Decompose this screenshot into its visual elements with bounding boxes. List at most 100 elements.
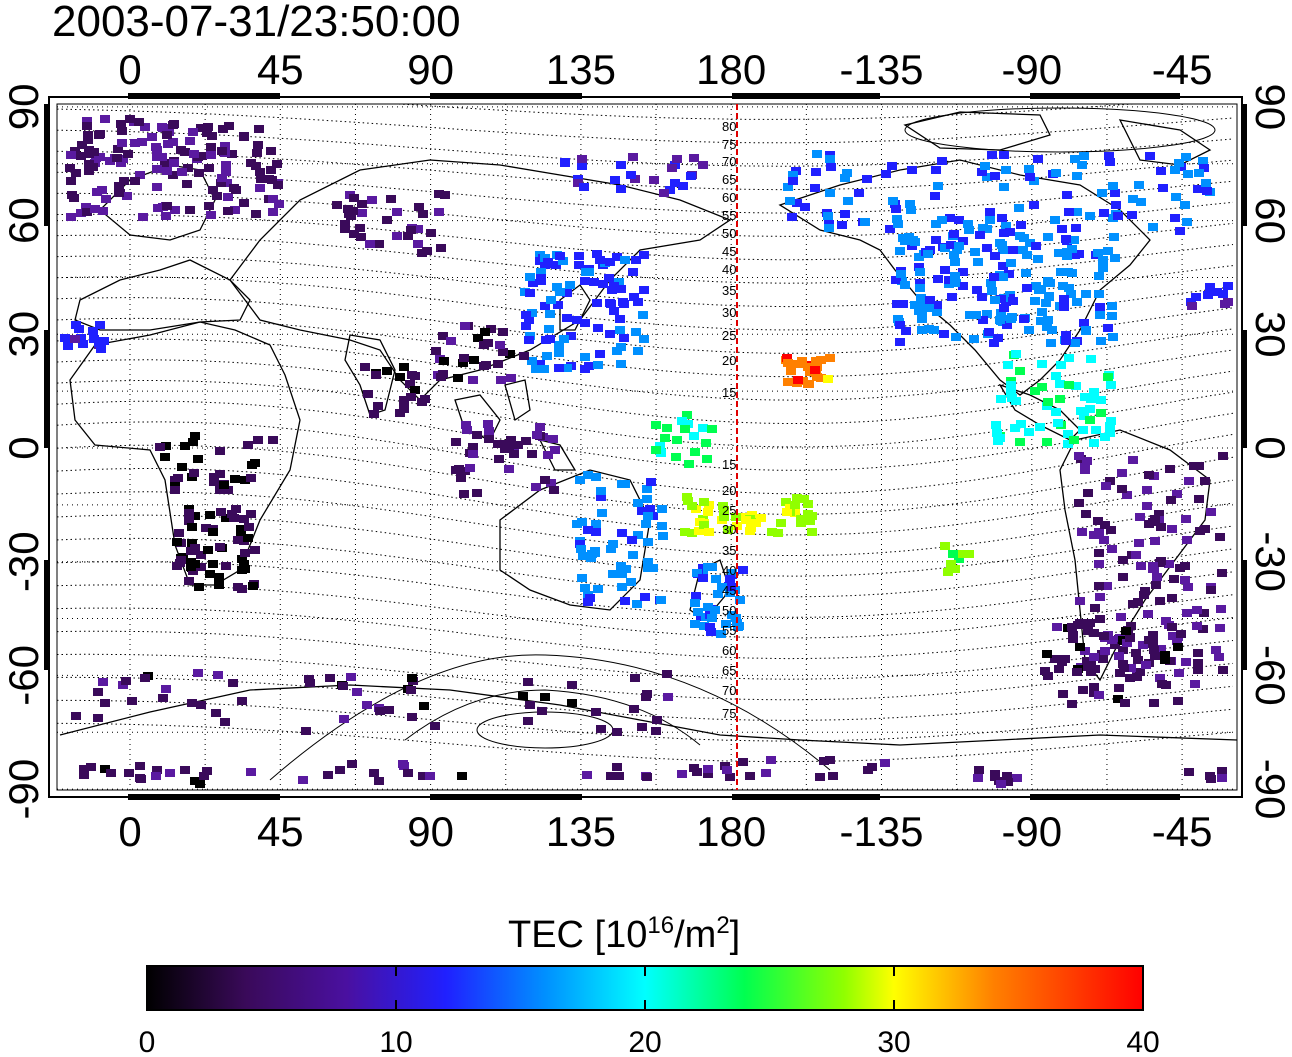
tec-pixel (186, 547, 196, 555)
tec-pixel (399, 363, 409, 371)
tec-pixel (567, 681, 577, 689)
tec-pixel (205, 511, 215, 519)
tec-pixel (1001, 222, 1011, 230)
left-latitude-labels: 90 60 30 0 -30 -60 -90 (0, 84, 47, 820)
tec-pixel (1172, 490, 1182, 498)
tec-pixel (632, 600, 642, 608)
tec-pixel (185, 206, 195, 214)
tec-pixel (958, 268, 968, 276)
tec-pixel (995, 434, 1005, 442)
tec-pixel (1142, 502, 1152, 510)
tec-pixel (352, 688, 362, 696)
tec-pixel (513, 441, 523, 449)
tec-pixel (469, 356, 479, 364)
tec-pixel (540, 302, 550, 310)
tec-pixel (1155, 559, 1165, 567)
tec-pixel (649, 176, 659, 184)
tec-pixel (1118, 660, 1128, 668)
tec-pixel (807, 528, 817, 536)
tec-pixel (915, 279, 925, 287)
tec-pixel (999, 183, 1009, 191)
tec-pixel (219, 481, 229, 489)
tec-pixel (1167, 594, 1177, 602)
tec-pixel (1047, 326, 1057, 334)
tec-pixel (1099, 632, 1109, 640)
tec-pixel (506, 436, 516, 444)
tec-pixel (1104, 152, 1114, 160)
tec-pixel (483, 420, 493, 428)
tec-pixel (1071, 382, 1081, 390)
tec-pixel (783, 378, 793, 386)
tec-pixel (494, 455, 504, 463)
tec-pixel (793, 376, 803, 384)
tec-pixel (112, 154, 122, 162)
contour-label: 45 (722, 244, 736, 259)
axis-tick-label: -45 (1152, 46, 1213, 93)
tec-pixel (524, 316, 534, 324)
tec-pixel (92, 188, 102, 196)
tec-pixel (1122, 639, 1132, 647)
tec-pixel (999, 229, 1009, 237)
tec-pixel (628, 153, 638, 161)
tec-pixel (160, 453, 170, 461)
tec-pixel (985, 208, 995, 216)
tec-pixel (1024, 326, 1034, 334)
tec-pixel (1043, 398, 1053, 406)
tec-pixel (1200, 477, 1210, 485)
tec-pixel (360, 363, 370, 371)
tec-pixel (731, 513, 741, 521)
tec-pixel (180, 442, 190, 450)
tec-pixel (1006, 389, 1016, 397)
tec-pixel (1131, 649, 1141, 657)
tec-pixel (1128, 600, 1138, 608)
tec-pixel (176, 556, 186, 564)
tec-pixel (373, 402, 383, 410)
tec-pixel (707, 425, 717, 433)
tec-pixel (977, 168, 987, 176)
tec-pixel (209, 478, 219, 486)
tec-pixel (732, 522, 742, 530)
tec-pixel (1110, 254, 1120, 262)
contour-label: 25 (722, 328, 736, 343)
tec-pixel (495, 341, 505, 349)
tec-pixel (1079, 319, 1089, 327)
tec-pixel (177, 168, 187, 176)
tec-pixel (639, 251, 649, 259)
tec-pixel (616, 185, 626, 193)
tec-pixel (819, 757, 829, 765)
tec-pixel (1118, 646, 1128, 654)
tec-pixel (705, 623, 715, 631)
tec-pixel (1169, 575, 1179, 583)
frame-ticks (44, 93, 1247, 800)
tec-pixel (1174, 669, 1184, 677)
tec-pixel (114, 182, 124, 190)
tec-pixel (369, 410, 379, 418)
colorbar-tick-label: 40 (1126, 1026, 1159, 1057)
tec-pixel (1085, 416, 1095, 424)
tec-pixel (268, 195, 278, 203)
colorbar-tick-label: 0 (139, 1026, 156, 1057)
tec-pixel (193, 455, 203, 463)
colorbar-ticks: 0 10 20 30 40 (139, 966, 1160, 1057)
colorbar-title: TEC [1016/m2] (508, 912, 740, 956)
tec-pixel (84, 167, 94, 175)
tec-pixel (1206, 775, 1216, 783)
coastlines (59, 111, 1237, 746)
tec-pixel (332, 201, 342, 209)
tec-pixel (1074, 499, 1084, 507)
tec-pixel (230, 206, 240, 214)
tec-pixel (638, 311, 648, 319)
tec-pixel (335, 766, 345, 774)
tec-pixel (1138, 641, 1148, 649)
tec-pixel (1125, 674, 1135, 682)
tec-pixel (825, 354, 835, 362)
axis-tick-label: 90 (407, 46, 454, 93)
tec-pixel (79, 771, 89, 779)
tec-pixel (74, 325, 84, 333)
tec-pixel (1078, 426, 1088, 434)
tec-pixel (382, 367, 392, 375)
tec-pixel (535, 360, 545, 368)
tec-pixel (1103, 324, 1113, 332)
tec-pixel (168, 171, 178, 179)
tec-pixel (201, 524, 211, 532)
